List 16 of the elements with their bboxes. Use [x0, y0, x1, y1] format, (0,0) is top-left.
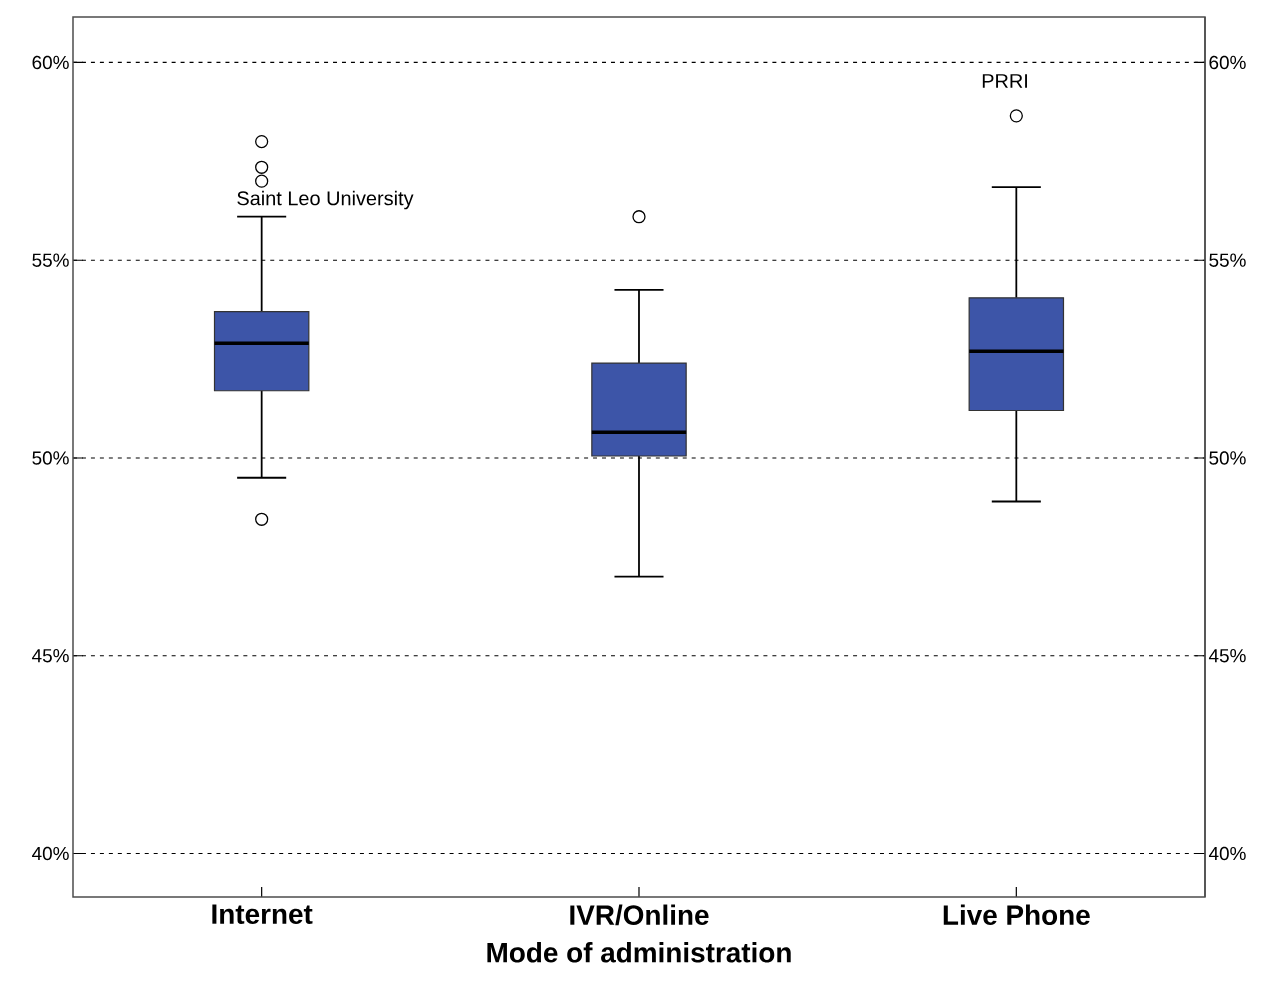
x-tick-label: IVR/Online: [570, 904, 709, 926]
y2-tick-label: 55%: [1209, 253, 1246, 267]
x-tick-label: Live Phone: [943, 904, 1090, 925]
y2-tick-label: 40%: [1208, 846, 1246, 861]
annotation: PRRI: [982, 74, 1027, 88]
y-tick-label: 55%: [32, 253, 69, 267]
y-tick-label: 40%: [32, 846, 69, 861]
y-tick-label: 45%: [32, 649, 69, 663]
y2-tick-label: 45%: [1208, 649, 1246, 663]
y2-tick-label: 50%: [1209, 451, 1246, 465]
x-axis-title: Mode of administration: [487, 942, 791, 963]
y-tick-label: 60%: [32, 55, 69, 70]
y2-tick-label: 60%: [1209, 55, 1246, 70]
y-tick-label: 50%: [32, 451, 69, 465]
annotation: Saint Leo University: [237, 190, 414, 210]
x-tick-label: Internet: [212, 904, 313, 924]
